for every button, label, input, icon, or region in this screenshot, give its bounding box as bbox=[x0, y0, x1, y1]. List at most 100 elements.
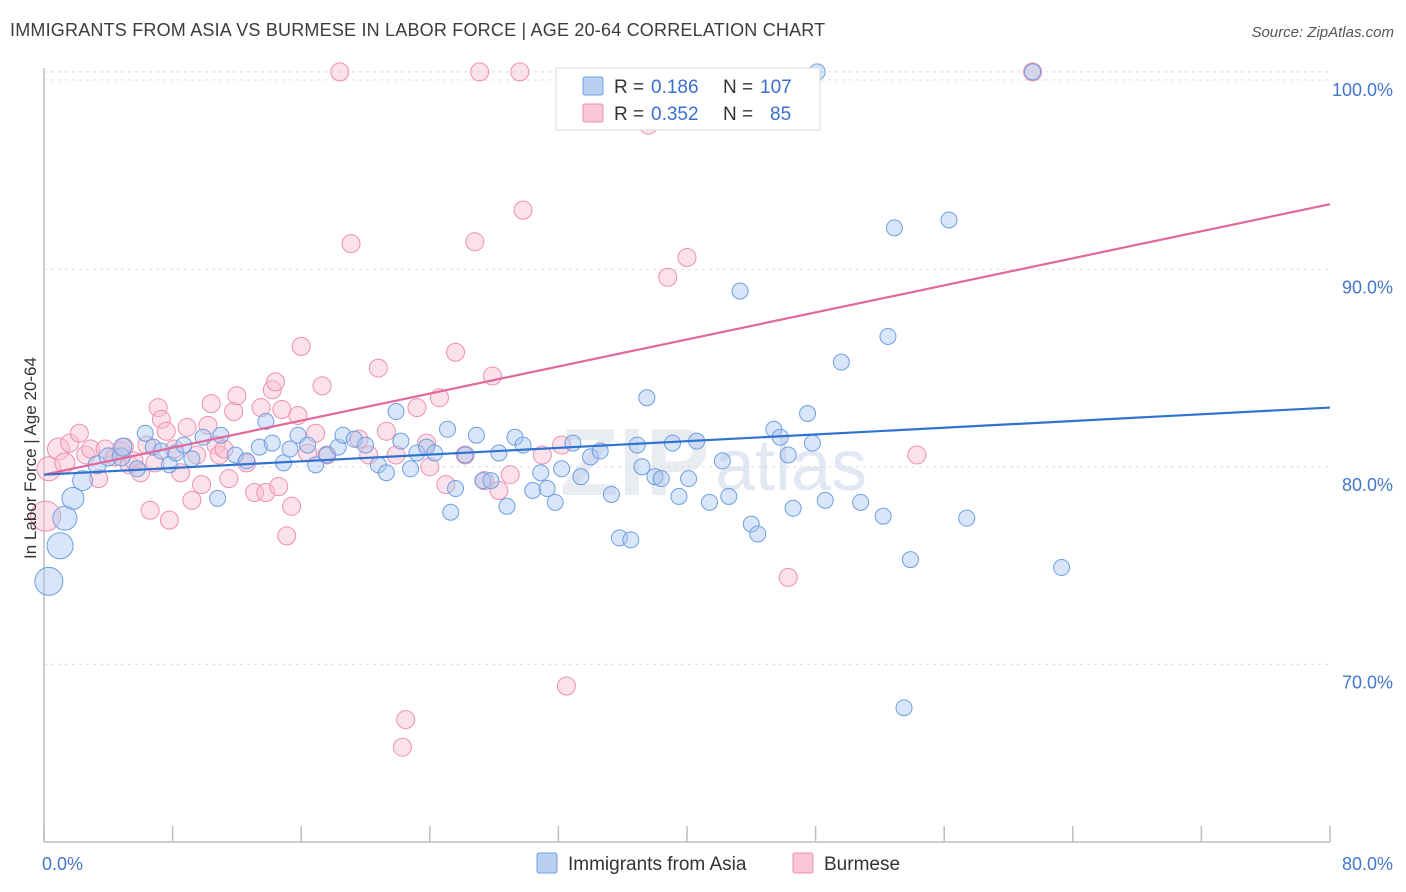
point-burmese bbox=[396, 710, 416, 730]
axes bbox=[43, 68, 1331, 843]
series-burmese-points bbox=[30, 62, 1043, 757]
point-asia bbox=[803, 434, 821, 452]
point-asia bbox=[638, 389, 656, 407]
point-asia bbox=[447, 480, 465, 498]
point-burmese bbox=[46, 437, 70, 461]
point-asia bbox=[779, 446, 797, 464]
point-asia bbox=[257, 412, 275, 430]
point-burmese bbox=[291, 336, 311, 356]
point-asia bbox=[456, 446, 474, 464]
point-burmese bbox=[500, 465, 520, 485]
legend-n-value-burmese: 85 bbox=[770, 104, 791, 125]
point-asia bbox=[250, 438, 268, 456]
point-asia bbox=[299, 436, 317, 454]
point-burmese bbox=[272, 400, 292, 420]
point-asia bbox=[742, 515, 760, 533]
point-asia bbox=[874, 507, 892, 525]
point-burmese bbox=[470, 62, 490, 82]
point-burmese bbox=[376, 421, 396, 441]
bottom-legend-burmese: Burmese bbox=[824, 854, 900, 875]
point-burmese bbox=[455, 445, 475, 465]
point-burmese bbox=[510, 62, 530, 82]
point-asia bbox=[895, 699, 913, 717]
point-burmese bbox=[265, 372, 285, 392]
point-asia bbox=[377, 464, 395, 482]
point-asia bbox=[546, 493, 564, 511]
point-asia bbox=[901, 551, 919, 569]
point-asia bbox=[467, 426, 485, 444]
bottom-legend-swatch-burmese bbox=[792, 852, 814, 874]
point-asia bbox=[357, 436, 374, 454]
point-asia bbox=[281, 440, 299, 458]
point-burmese bbox=[277, 526, 297, 546]
point-asia bbox=[564, 434, 582, 452]
point-asia bbox=[402, 460, 420, 478]
legend-n-label-burmese: N = bbox=[723, 104, 753, 125]
point-asia bbox=[885, 219, 903, 237]
gridlines bbox=[44, 71, 1330, 665]
point-burmese bbox=[420, 457, 440, 477]
point-asia bbox=[749, 525, 767, 543]
point-burmese bbox=[446, 342, 466, 362]
point-burmese bbox=[224, 402, 244, 422]
point-burmese bbox=[556, 676, 576, 696]
point-burmese bbox=[159, 510, 179, 530]
x-tick-max: 80.0% bbox=[1342, 854, 1393, 874]
trend-line-burmese bbox=[43, 203, 1331, 476]
point-burmese bbox=[89, 469, 109, 489]
point-burmese bbox=[156, 421, 176, 441]
x-tick-min: 0.0% bbox=[42, 854, 83, 874]
point-asia bbox=[46, 532, 74, 560]
y-tick-label: 80.0% bbox=[1342, 475, 1393, 495]
point-asia bbox=[852, 493, 870, 511]
point-burmese bbox=[282, 496, 302, 516]
point-burmese bbox=[256, 482, 276, 502]
point-burmese bbox=[392, 737, 412, 757]
point-asia bbox=[345, 430, 363, 448]
point-asia bbox=[701, 493, 719, 511]
point-asia bbox=[879, 327, 897, 345]
legend-n-label-asia: N = bbox=[723, 77, 753, 98]
point-asia bbox=[334, 426, 352, 444]
point-burmese bbox=[177, 417, 197, 437]
point-asia bbox=[34, 566, 64, 596]
chart-source: Source: ZipAtlas.com bbox=[1251, 24, 1394, 41]
point-asia bbox=[498, 497, 516, 515]
point-asia bbox=[553, 460, 571, 478]
point-asia bbox=[680, 470, 698, 488]
chart-title: IMMIGRANTS FROM ASIA VS BURMESE IN LABOR… bbox=[10, 20, 826, 40]
point-asia bbox=[392, 432, 410, 450]
point-burmese bbox=[192, 475, 212, 495]
y-tick-label: 70.0% bbox=[1342, 672, 1393, 692]
point-burmese bbox=[214, 439, 234, 459]
point-asia bbox=[940, 211, 958, 229]
point-asia bbox=[61, 486, 85, 510]
point-asia bbox=[633, 458, 651, 476]
point-burmese bbox=[368, 358, 388, 378]
point-burmese bbox=[359, 445, 379, 465]
point-asia bbox=[136, 424, 154, 442]
point-burmese bbox=[227, 386, 247, 406]
point-burmese bbox=[1023, 62, 1043, 82]
point-burmese bbox=[245, 482, 265, 502]
point-asia bbox=[263, 434, 281, 452]
point-asia bbox=[652, 470, 670, 488]
trend-line-asia bbox=[43, 406, 1331, 476]
point-asia bbox=[731, 282, 749, 300]
point-asia bbox=[183, 450, 201, 468]
point-burmese bbox=[407, 398, 427, 418]
point-asia bbox=[238, 452, 256, 470]
bottom-legend-swatch-asia bbox=[536, 852, 558, 874]
legend-box: R = 0.186 N = 107 R = 0.352 N = 85 bbox=[555, 67, 821, 131]
point-burmese bbox=[148, 398, 168, 418]
point-asia bbox=[1024, 63, 1042, 81]
point-asia bbox=[816, 491, 834, 509]
point-burmese bbox=[552, 435, 572, 455]
point-burmese bbox=[907, 445, 927, 465]
point-burmese bbox=[201, 394, 221, 414]
point-asia bbox=[958, 509, 976, 527]
point-asia bbox=[784, 499, 802, 517]
point-asia bbox=[602, 485, 620, 503]
point-burmese bbox=[341, 234, 361, 254]
point-asia bbox=[538, 480, 556, 498]
